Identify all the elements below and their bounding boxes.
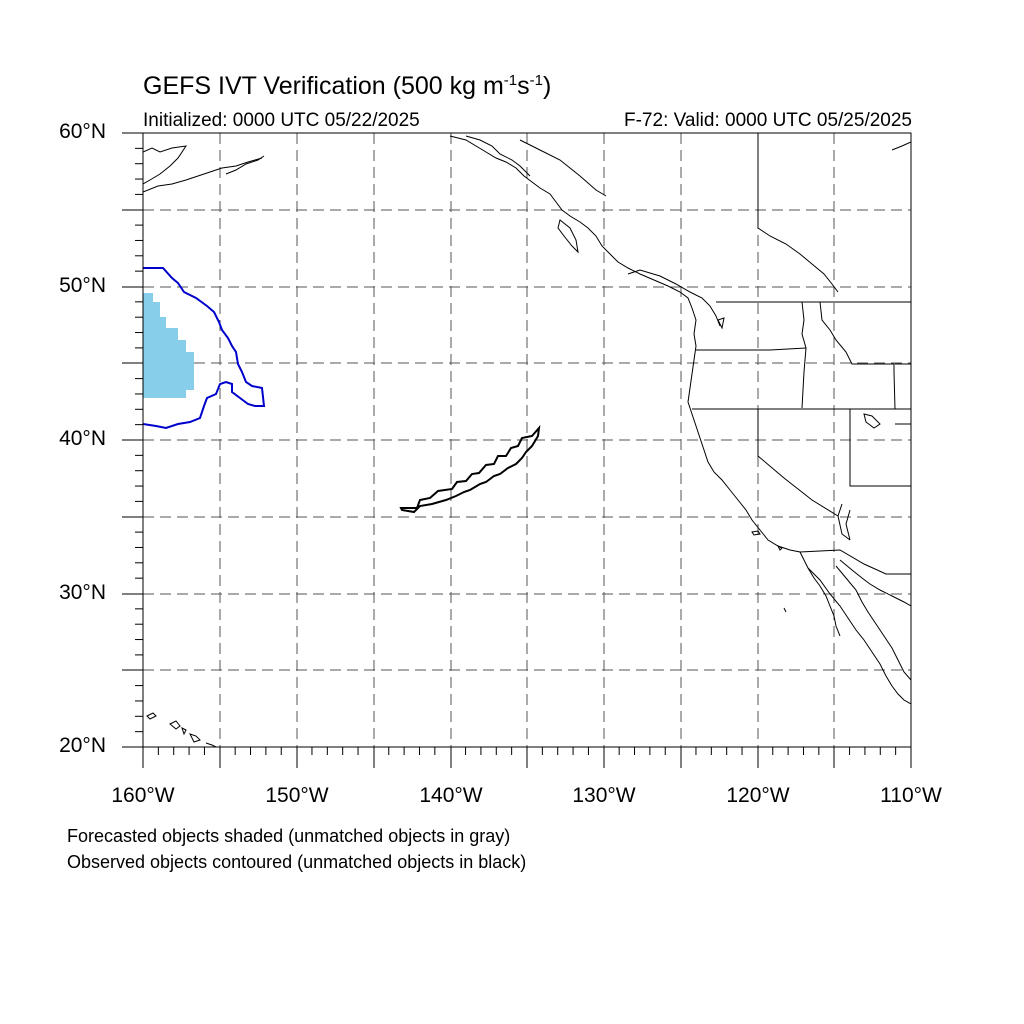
forecast-object-matched [143,293,194,398]
graticule [143,133,911,747]
lon-label-120w: 120°W [726,784,790,807]
lat-label-50n: 50°N [59,274,106,297]
coastlines [143,135,911,747]
footnote-observed: Observed objects contoured (unmatched ob… [67,852,527,872]
initialized-time: Initialized: 0000 UTC 05/22/2025 [143,110,420,131]
observed-object-unmatched-contour [399,424,541,514]
observed-object-matched-contour [143,267,266,430]
lat-label-30n: 30°N [59,581,106,604]
footnote-forecast: Forecasted objects shaded (unmatched obj… [67,826,511,846]
lon-label-130w: 130°W [572,784,636,807]
map-title: GEFS IVT Verification (500 kg m-1s-1) [143,72,552,100]
lat-label-40n: 40°N [59,427,106,450]
political-boundaries [692,133,911,575]
map-frame [122,132,912,768]
lon-label-160w: 160°W [111,784,175,807]
lat-label-60n: 60°N [59,120,106,143]
lon-label-110w: 110°W [880,784,942,807]
lon-label-140w: 140°W [419,784,483,807]
valid-time: F-72: Valid: 0000 UTC 05/25/2025 [624,110,912,131]
lon-label-150w: 150°W [265,784,329,807]
lat-label-20n: 20°N [59,734,106,757]
